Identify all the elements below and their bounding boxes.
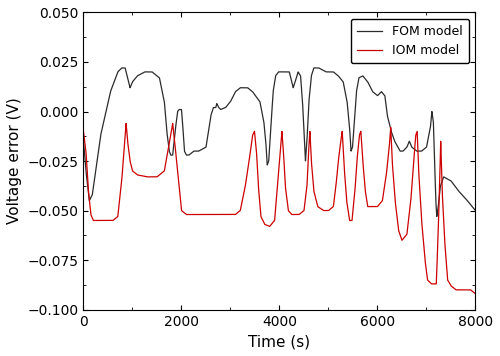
IOM model (428, 282, 434, 286)
IOM model (402, 234, 408, 239)
IOM model (392, 203, 398, 208)
IOM model (456, 288, 462, 292)
FOM model (118, 66, 124, 70)
IOM model (472, 292, 478, 296)
FOM model (472, 209, 478, 213)
IOM model (80, 129, 86, 134)
Line: IOM model: IOM model (84, 124, 475, 294)
X-axis label: Time (s): Time (s) (248, 334, 310, 349)
Legend: FOM model, IOM model: FOM model, IOM model (351, 19, 469, 63)
IOM model (123, 121, 129, 126)
Y-axis label: Voltage error (V): Voltage error (V) (7, 98, 22, 224)
FOM model (392, 141, 398, 145)
FOM model (402, 147, 408, 151)
FOM model (428, 111, 434, 116)
FOM model (180, 121, 186, 126)
IOM model (180, 209, 186, 214)
FOM model (456, 190, 462, 194)
FOM model (80, 139, 86, 143)
Line: FOM model: FOM model (84, 68, 475, 216)
FOM model (434, 214, 440, 219)
IOM model (120, 170, 126, 174)
FOM model (120, 66, 126, 70)
